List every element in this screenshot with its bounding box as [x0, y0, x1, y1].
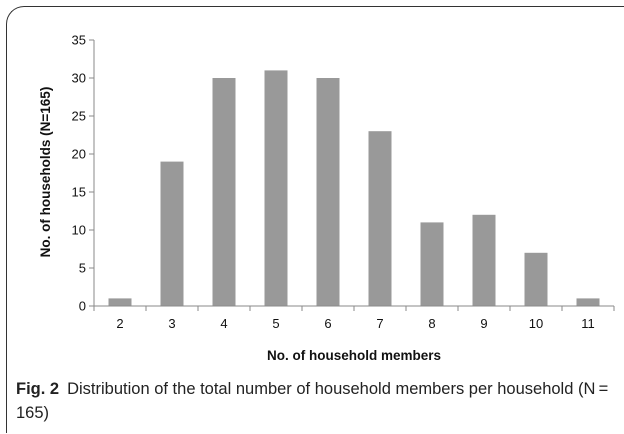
x-axis: 2 3 4 5 6 7 8 9 10 11	[93, 305, 615, 331]
x-tick-label: 7	[376, 316, 383, 331]
figure-caption: Fig. 2 Distribution of the total number o…	[16, 377, 612, 425]
x-tick-label: 6	[324, 316, 331, 331]
bar-6	[316, 78, 340, 306]
y-tick-label: 20	[72, 147, 86, 162]
y-tick-label: 25	[72, 109, 86, 124]
caption-text: Distribution of the total number of hous…	[16, 380, 612, 422]
figure-frame	[6, 6, 624, 433]
x-tick-label: 4	[220, 316, 227, 331]
y-axis-title: No. of households (N=165)	[38, 87, 53, 258]
figure-label: Fig. 2	[16, 380, 60, 398]
x-tick-label: 8	[428, 316, 435, 331]
y-tick-label: 10	[72, 223, 86, 238]
x-tick-label: 11	[581, 316, 595, 331]
bar-9	[472, 214, 496, 306]
bar-7	[368, 131, 392, 306]
bar-5	[264, 70, 288, 307]
y-tick-label: 35	[72, 33, 86, 48]
bar-8	[420, 222, 444, 306]
x-axis-title: No. of household members	[267, 348, 441, 363]
bar-4	[212, 78, 236, 306]
y-tick-label: 0	[79, 299, 86, 314]
bar-11	[576, 298, 600, 306]
y-tick-label: 30	[72, 71, 86, 86]
x-tick-label: 2	[116, 316, 123, 331]
x-tick-label: 5	[272, 316, 279, 331]
y-axis: 0 5 10 15 20 25 30 35	[72, 33, 95, 314]
x-tick-label: 10	[529, 316, 543, 331]
bar-10	[524, 252, 548, 306]
bar-2	[108, 298, 132, 306]
y-tick-label: 5	[79, 261, 86, 276]
x-tick-label: 3	[168, 316, 175, 331]
y-tick-label: 15	[72, 185, 86, 200]
x-tick-label: 9	[480, 316, 487, 331]
bar-3	[160, 161, 184, 306]
bars	[108, 70, 600, 307]
